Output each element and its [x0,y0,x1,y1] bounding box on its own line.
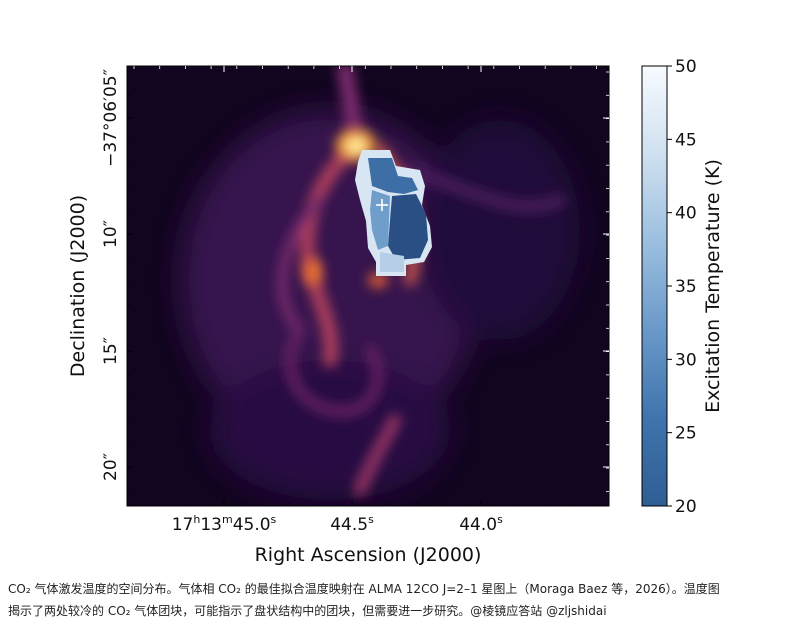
map-frame [126,65,610,507]
axis-ticks [127,66,609,506]
emission-arc-west [277,195,325,335]
y-tick-label-05: −37°06′05″ [101,69,121,167]
y-tick-label-15: 15″ [101,337,121,365]
emission-hotspot [347,138,365,154]
figure-caption-line-1: CO₂ 气体激发温度的空间分布。气体相 CO₂ 的最佳拟合温度映射在 ALMA … [8,582,720,596]
emission-knot-west [304,258,322,286]
watermark: 棱镜应答站 [677,596,778,618]
co2-temperature-overlay [355,150,432,276]
colorbar-tick-label-30: 30 [675,350,697,370]
x-tick-labels: 17h13m45.0s 44.5s 44.0s [172,513,503,535]
diffuse-emission-east [420,120,580,340]
x-tick-label-44.0: 44.0s [459,513,503,535]
colorbar-label: Excitation Temperature (K) [702,159,724,413]
colorbar-tick-label-45: 45 [675,130,697,150]
colorbar-tick-label-40: 40 [675,204,697,224]
colorbar-tick-label-25: 25 [675,424,697,444]
colorbar-tick-label-20: 20 [675,497,697,517]
emission-filament-north [337,66,363,143]
y-tick-label-20: 20″ [101,453,121,481]
map-panel [127,66,609,506]
colorbar-tick-label-50: 50 [675,57,697,77]
diffuse-emission-south [210,360,450,500]
temperature-cold-clump-central [388,194,428,260]
marker-plus [376,199,388,211]
emission-filament-south [354,414,401,496]
x-tick-label-45.0: 17h13m45.0s [172,513,277,535]
colorbar-tick-label-35: 35 [675,277,697,297]
emission-plume-east [404,164,566,213]
emission-loop [285,325,383,417]
x-axis-label: Right Ascension (J2000) [255,544,482,566]
minor-ticks [127,66,609,506]
figure-caption-line-2: 揭示了两处较冷的 CO₂ 气体团块，可能指示了盘状结构中的团块，但需要进一步研究… [8,604,607,618]
y-axis-label: Declination (J2000) [67,195,89,377]
y-tick-label-10: 10″ [101,220,121,248]
y-tick-labels: −37°06′05″ 10″ 15″ 20″ [101,69,121,481]
colorbar: 50 45 40 35 30 25 20 Excitation Temperature (K… [641,57,724,517]
temperature-warm-strip [380,252,404,272]
colorbar-gradient [641,65,668,507]
temperature-cold-clump-north [368,158,418,194]
colorbar-ticks: 50 45 40 35 30 25 20 [667,57,697,517]
x-tick-label-44.5: 44.5s [330,513,374,535]
